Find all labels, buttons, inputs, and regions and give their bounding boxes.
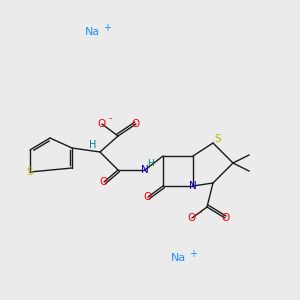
Text: O: O — [188, 213, 196, 223]
Text: O: O — [100, 177, 108, 187]
Text: H: H — [147, 160, 153, 169]
Text: H: H — [89, 140, 97, 150]
Text: O: O — [132, 119, 140, 129]
Text: N: N — [189, 181, 197, 191]
Text: O: O — [144, 192, 152, 202]
Text: Na: Na — [84, 27, 100, 37]
Text: -: - — [198, 208, 202, 217]
Text: -: - — [108, 115, 112, 124]
Text: S: S — [27, 167, 33, 177]
Text: N: N — [141, 165, 149, 175]
Text: S: S — [215, 134, 221, 144]
Text: O: O — [221, 213, 229, 223]
Text: Na: Na — [170, 253, 186, 263]
Text: O: O — [98, 119, 106, 129]
Text: +: + — [103, 23, 111, 33]
Text: +: + — [189, 249, 197, 259]
